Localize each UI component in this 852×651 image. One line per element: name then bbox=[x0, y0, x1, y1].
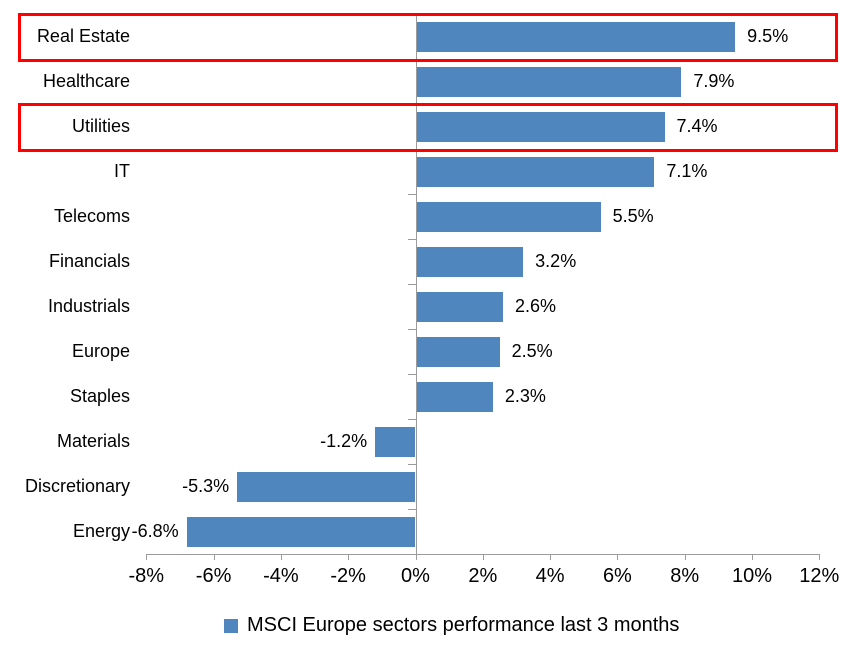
y-axis-tick bbox=[407, 149, 416, 150]
y-axis-tick bbox=[407, 329, 416, 330]
value-label: 5.5% bbox=[612, 206, 654, 226]
y-axis-tick bbox=[407, 194, 416, 195]
x-axis-tick bbox=[617, 554, 619, 560]
y-axis-line bbox=[415, 14, 417, 554]
bar bbox=[415, 201, 601, 232]
legend: MSCI Europe sectors performance last 3 m… bbox=[224, 612, 679, 638]
x-axis-tick-label: 0% bbox=[401, 565, 430, 587]
x-axis-tick bbox=[280, 554, 282, 560]
x-axis-tick bbox=[146, 554, 148, 560]
value-label: 7.9% bbox=[693, 71, 735, 91]
bar bbox=[415, 336, 500, 367]
y-axis-tick bbox=[407, 419, 416, 420]
category-label: Utilities bbox=[71, 116, 130, 136]
bar bbox=[237, 471, 416, 502]
y-axis-tick bbox=[407, 509, 416, 510]
category-label: Staples bbox=[69, 386, 130, 406]
y-axis-tick bbox=[407, 59, 416, 60]
category-label: Industrials bbox=[47, 296, 130, 316]
bar bbox=[375, 426, 416, 457]
category-label: Financials bbox=[48, 251, 130, 271]
bar bbox=[415, 246, 524, 277]
x-axis-tick-label: 6% bbox=[602, 565, 632, 587]
x-axis-tick bbox=[415, 554, 417, 560]
y-axis-tick bbox=[407, 284, 416, 285]
value-label: 2.3% bbox=[504, 386, 546, 406]
value-label: -1.2% bbox=[320, 431, 368, 451]
value-label: 2.5% bbox=[511, 341, 553, 361]
value-label: 9.5% bbox=[747, 26, 789, 46]
value-label: 2.6% bbox=[514, 296, 557, 316]
x-axis-tick-label: 8% bbox=[670, 565, 700, 587]
bar bbox=[415, 111, 665, 142]
bar bbox=[186, 516, 416, 547]
x-axis-tick-label: -8% bbox=[128, 565, 165, 587]
category-label: Discretionary bbox=[24, 476, 130, 496]
x-axis-tick-label: -4% bbox=[263, 565, 299, 587]
bar bbox=[415, 66, 682, 97]
category-label: Healthcare bbox=[42, 71, 130, 91]
x-axis-tick bbox=[482, 554, 484, 560]
y-axis-tick bbox=[407, 554, 416, 555]
value-label: -6.8% bbox=[131, 521, 179, 541]
value-label: 3.2% bbox=[535, 251, 577, 271]
x-axis-tick-label: -2% bbox=[330, 565, 366, 587]
category-label: Energy bbox=[72, 521, 130, 541]
x-axis-tick-label: 12% bbox=[799, 565, 840, 587]
legend-label: MSCI Europe sectors performance last 3 m… bbox=[247, 613, 680, 636]
value-label: -5.3% bbox=[182, 476, 230, 496]
y-axis-tick bbox=[407, 374, 416, 375]
bar bbox=[415, 381, 493, 412]
category-label: Telecoms bbox=[53, 206, 130, 226]
bar bbox=[415, 291, 503, 322]
x-axis-tick bbox=[550, 554, 552, 560]
x-axis-tick-label: 2% bbox=[468, 565, 498, 587]
x-axis-tick-label: 4% bbox=[535, 565, 565, 587]
category-label: IT bbox=[114, 161, 130, 181]
x-axis-tick bbox=[213, 554, 215, 560]
x-axis-tick bbox=[819, 554, 821, 560]
y-axis-tick bbox=[407, 239, 416, 240]
value-label: 7.4% bbox=[676, 116, 718, 136]
category-label: Real Estate bbox=[36, 26, 130, 46]
y-axis-tick bbox=[407, 14, 416, 15]
x-axis-tick bbox=[684, 554, 686, 560]
category-label: Europe bbox=[71, 341, 130, 361]
category-label: Materials bbox=[56, 431, 130, 451]
y-axis-tick bbox=[407, 104, 416, 105]
x-axis-tick-label: 10% bbox=[731, 565, 773, 587]
bar bbox=[415, 21, 736, 52]
legend-marker-icon bbox=[224, 619, 238, 633]
value-label: 7.1% bbox=[666, 161, 708, 181]
y-axis-tick bbox=[407, 464, 416, 465]
x-axis-tick bbox=[348, 554, 350, 560]
bar bbox=[415, 156, 655, 187]
x-axis-tick bbox=[752, 554, 753, 560]
x-axis-tick-label: -6% bbox=[195, 565, 232, 587]
